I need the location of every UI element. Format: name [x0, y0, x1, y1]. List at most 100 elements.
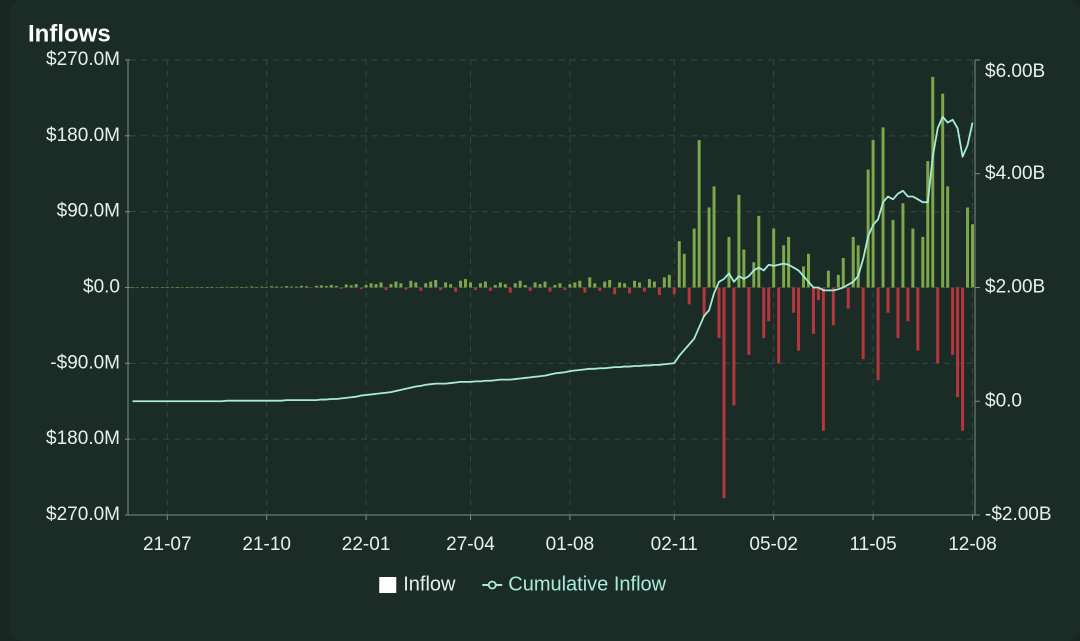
y2-tick-label: $4.00B [985, 163, 1045, 184]
bar [235, 286, 239, 288]
bar [896, 287, 900, 339]
bar [583, 287, 587, 293]
bar [618, 282, 622, 288]
bar [190, 287, 194, 288]
bar [787, 236, 791, 288]
x-tick-label: 05-02 [749, 534, 798, 555]
bar [926, 161, 930, 288]
bar [145, 287, 149, 289]
bar [886, 287, 890, 313]
bar [628, 287, 632, 294]
bar [578, 280, 582, 288]
bar [170, 287, 174, 288]
bar [468, 282, 472, 288]
bar [941, 93, 945, 288]
bar [821, 287, 825, 431]
bar [339, 287, 343, 289]
bar [593, 283, 597, 288]
bar [742, 249, 746, 288]
bar [155, 287, 159, 289]
bar [762, 287, 766, 339]
bar [891, 220, 895, 288]
bar [772, 228, 776, 288]
bar [737, 194, 741, 288]
bar [767, 287, 771, 322]
bar [449, 284, 453, 288]
bar [782, 245, 786, 288]
bar [816, 287, 820, 301]
bar [563, 287, 567, 291]
bar [384, 287, 388, 291]
bar [290, 286, 294, 288]
bar [687, 287, 691, 305]
bar [394, 281, 398, 288]
bar [672, 287, 676, 295]
bar [459, 280, 463, 288]
bar [931, 76, 935, 288]
bar [140, 287, 144, 288]
bar [757, 215, 761, 288]
y2-tick-label: $0.0 [985, 390, 1022, 411]
bar [309, 287, 313, 289]
bar [613, 287, 617, 295]
bar [175, 287, 179, 288]
bar [220, 287, 224, 288]
bar [344, 284, 348, 288]
bar [319, 285, 323, 288]
bar [285, 286, 289, 288]
x-tick-label: 02-11 [651, 534, 698, 555]
bar [523, 284, 527, 288]
bar [275, 286, 279, 288]
bar [916, 287, 920, 351]
bar [295, 286, 299, 288]
bar [647, 279, 651, 288]
bar [379, 282, 383, 288]
bar [493, 284, 497, 288]
bar [911, 228, 915, 288]
bar [956, 287, 960, 398]
bar [165, 287, 169, 289]
bar [722, 287, 726, 499]
legend-label: Cumulative Inflow [508, 573, 666, 595]
bar [667, 274, 671, 288]
bar [304, 286, 308, 288]
y2-tick-label: -$2.00B [985, 504, 1052, 525]
panel [10, 0, 1080, 641]
bar [439, 287, 443, 291]
bar [702, 287, 706, 317]
bar [841, 258, 845, 288]
bar [792, 287, 796, 313]
bar [573, 282, 577, 288]
bar [906, 287, 910, 322]
bar [349, 285, 353, 288]
bar [548, 287, 552, 292]
bar [464, 279, 468, 288]
bar [260, 286, 264, 288]
bar [707, 207, 711, 288]
bar [488, 287, 492, 291]
bar [160, 287, 164, 288]
bar [727, 236, 731, 288]
bar [359, 287, 363, 290]
bar [419, 287, 423, 291]
bar [608, 279, 612, 288]
bar [454, 287, 458, 292]
y-tick-label: $180.0M [46, 125, 120, 146]
x-tick-label: 11-05 [850, 534, 897, 555]
bar [662, 277, 666, 288]
bar [861, 287, 865, 360]
bar [533, 282, 537, 288]
bar [185, 287, 189, 288]
bar [966, 207, 970, 288]
bar [414, 282, 418, 288]
bar [478, 283, 482, 288]
bar [826, 270, 830, 288]
bar [195, 287, 199, 289]
bar [866, 169, 870, 288]
bar [280, 286, 284, 288]
bar [633, 280, 637, 288]
bar [483, 281, 487, 288]
bar [846, 287, 850, 309]
bar [747, 287, 751, 355]
